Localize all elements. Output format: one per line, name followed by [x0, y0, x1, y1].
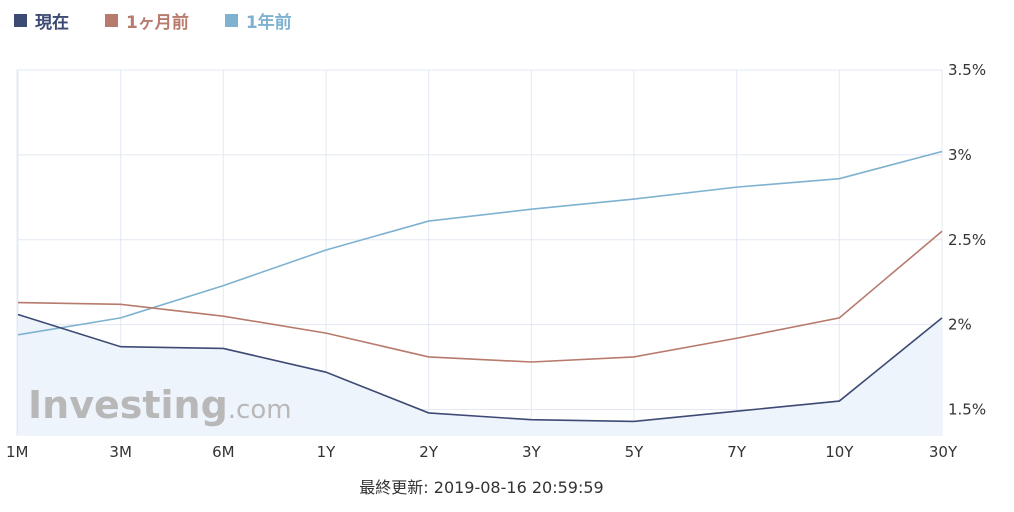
x-tick-label: 3M — [109, 443, 132, 461]
x-tick-label: 10Y — [825, 443, 854, 461]
legend-swatch-current — [14, 13, 27, 27]
legend-label-current: 現在 — [35, 12, 69, 33]
legend-swatch-1-year-ago — [224, 13, 238, 27]
legend-item-1-month-ago[interactable]: 1ヶ月前 — [105, 8, 189, 33]
legend: 現在 1ヶ月前 1年前 — [14, 8, 292, 33]
y-tick-label: 2.5% — [948, 231, 986, 249]
legend-item-1-year-ago[interactable]: 1年前 — [224, 8, 292, 33]
legend-label-1-year-ago: 1年前 — [245, 12, 292, 33]
x-axis-ticks: 1M 3M 6M 1Y 2Y 3Y 5Y 7Y 10Y 30Y — [6, 443, 958, 461]
watermark-suffix: .com — [228, 395, 292, 425]
area-fill-layer — [18, 314, 942, 435]
x-tick-label: 1Y — [317, 443, 337, 461]
area-fill — [18, 314, 942, 435]
x-tick-label: 5Y — [625, 443, 645, 461]
y-tick-label: 1.5% — [948, 401, 986, 419]
y-tick-label: 2% — [948, 316, 972, 334]
watermark-brand: Investing — [28, 383, 228, 427]
legend-item-current[interactable]: 現在 — [14, 8, 69, 33]
y-axis-ticks: 1.5% 2% 2.5% 3% 3.5% — [948, 61, 986, 419]
x-tick-label: 30Y — [929, 443, 958, 461]
series-line-1-year-ago — [17, 150, 943, 336]
series-lines — [17, 150, 943, 423]
legend-swatch-1-month-ago — [105, 13, 118, 27]
x-tick-label: 7Y — [727, 443, 747, 461]
x-tick-label: 3Y — [522, 443, 542, 461]
series-line-1-month-ago — [17, 230, 943, 363]
x-tick-label: 2Y — [419, 443, 439, 461]
yield-curve-chart: Investing.com 1.5% 2% 2.5% 3% 3.5% 1M 3M 6M 1Y 2… — [6, 61, 986, 461]
last-updated: 最終更新: 2019-08-16 20:59:59 — [359, 478, 604, 497]
watermark: Investing.com — [28, 383, 292, 427]
series-line-current — [17, 313, 943, 423]
x-tick-label: 1M — [6, 443, 29, 461]
legend-label-1-month-ago: 1ヶ月前 — [126, 12, 189, 33]
y-tick-label: 3% — [948, 146, 972, 164]
y-tick-label: 3.5% — [948, 61, 986, 79]
x-tick-label: 6M — [212, 443, 235, 461]
